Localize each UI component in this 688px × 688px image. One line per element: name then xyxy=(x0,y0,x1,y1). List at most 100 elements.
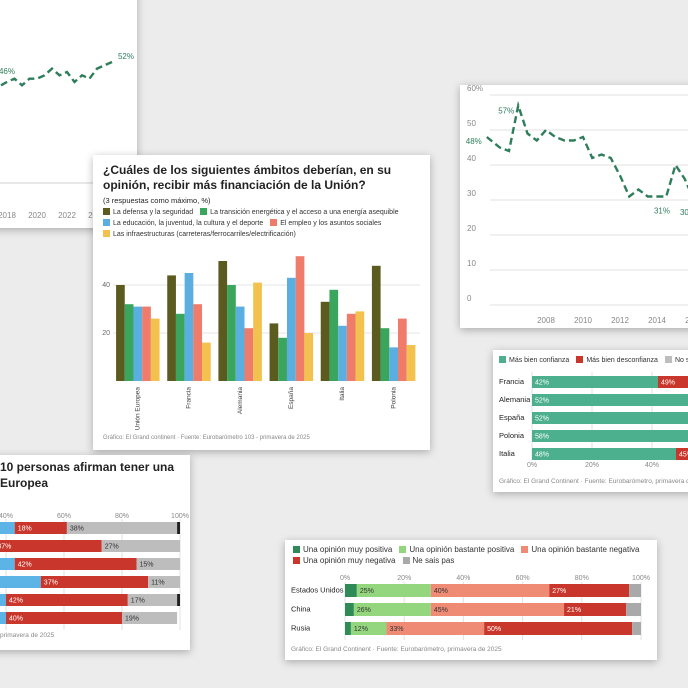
data-label: 12% xyxy=(354,626,368,633)
y-tick-label: 50 xyxy=(467,119,476,128)
chart-card: 0 10 20 30 40 50 60% 2008 2010 2012 2014 2016 48% 57%… xyxy=(460,85,688,328)
bar-segment xyxy=(148,576,180,588)
bar-segment xyxy=(101,540,180,552)
data-label: 58% xyxy=(535,433,549,440)
legend: La defensa y la seguridad La transición e… xyxy=(103,208,421,239)
x-tick-label: Francia xyxy=(186,387,193,409)
chart: 20 40 Unión Europea Francia Alemania España It… xyxy=(102,256,420,430)
bar-segment xyxy=(0,522,15,534)
bar-segment xyxy=(345,584,357,597)
legend-item: Una opinión muy negativa xyxy=(293,556,396,566)
bar-segment xyxy=(66,522,178,534)
data-label: 42% xyxy=(18,561,32,568)
source-note: Gráfico: El Grand Continent · Fuente: Eu… xyxy=(499,478,688,485)
x-tick-label: 20% xyxy=(585,462,599,469)
bar-segment xyxy=(177,522,180,534)
category-label: China xyxy=(291,604,311,613)
chart: 40% 60% 80% 100% 18% 38% 37% 27% 42% 15% 37% 11% 42%… xyxy=(0,513,189,630)
bar xyxy=(175,313,185,381)
bar xyxy=(244,328,254,381)
category-label: España xyxy=(499,413,525,422)
legend-label: Ne sais pas xyxy=(412,556,455,565)
bar xyxy=(116,285,125,381)
bar xyxy=(371,265,381,381)
bar-segment xyxy=(6,594,128,606)
bar xyxy=(235,306,245,381)
bar-segment xyxy=(629,584,641,597)
bar xyxy=(286,277,296,381)
legend: Más bien confianza Más bien desconfianza N… xyxy=(499,356,688,366)
legend-label: Más bien desconfianza xyxy=(586,357,658,364)
bar-segment xyxy=(353,603,431,616)
x-tick-label: 20% xyxy=(397,575,411,582)
data-label: 15% xyxy=(140,561,154,568)
legend-label: Una opinión muy negativa xyxy=(303,556,396,565)
bar-segment xyxy=(430,603,565,616)
bar-segment xyxy=(549,584,630,597)
legend-item: Una opinión muy positiva xyxy=(293,545,392,555)
legend-item: Las infraestructuras (carreteras/ferroca… xyxy=(103,229,296,240)
chart-title: 10 personas afirman tener una Europea xyxy=(0,459,190,491)
bar-segment xyxy=(626,603,641,616)
bar xyxy=(202,342,211,381)
y-tick-label: 10 xyxy=(467,259,476,268)
bar-segment xyxy=(14,522,67,534)
data-label: 27% xyxy=(105,543,119,550)
legend-swatch xyxy=(521,546,529,553)
source-note: Gráfico: El Grand continent · Fuente: Eu… xyxy=(103,435,310,441)
legend-swatch xyxy=(103,229,110,237)
category-label: Estados Unidos xyxy=(291,585,344,594)
y-tick-label: 20 xyxy=(102,330,110,337)
chart-card: 20 40 Unión Europea Francia Alemania España It… xyxy=(93,155,430,450)
data-label: 27% xyxy=(552,588,566,595)
chart-card: 0% 20% 40% Francia 42% 49% Alemania 52% España 52… xyxy=(493,350,688,492)
legend-label: Una opinión muy positiva xyxy=(303,545,393,554)
legend-item: Ne sais pas xyxy=(402,556,455,566)
legend-swatch xyxy=(200,208,208,215)
bar xyxy=(184,273,194,381)
legend-label: No sé xyxy=(674,357,688,364)
legend-label: La defensa y la seguridad xyxy=(113,209,194,216)
legend-item: Una opinión bastante negativa xyxy=(521,545,639,555)
data-label: 38% xyxy=(70,525,84,532)
chart-card: 40% 60% 80% 100% 18% 38% 37% 27% 42% 15% 37% 11% 42%… xyxy=(0,455,190,650)
x-tick-label: 2020 xyxy=(28,211,46,220)
y-tick-label: 20 xyxy=(467,224,476,233)
bar xyxy=(389,347,398,381)
chart: 0 10 20 30 40 50 60% 2008 2010 2012 2014 2016 48% 57%… xyxy=(466,85,688,325)
x-tick-label: 60% xyxy=(57,513,71,520)
data-label: 11% xyxy=(151,579,165,586)
bar-segment xyxy=(532,394,688,406)
category-label: Italia xyxy=(499,449,516,458)
chart-title: ¿Cuáles de los siguientes ámbitos deberí… xyxy=(103,163,392,192)
legend: Una opinión muy positiva Una opinión bast… xyxy=(293,545,643,566)
bar-segment xyxy=(40,576,149,588)
bar-segment xyxy=(564,603,627,616)
title-line: 10 personas afirman tener una xyxy=(0,460,175,474)
x-tick-label: Polonia xyxy=(390,387,397,409)
bar-segment xyxy=(658,376,688,388)
bar xyxy=(380,328,390,381)
source-note: Gráfico: El Grand Continent · Fuente: Eu… xyxy=(291,646,502,653)
legend-item: La transición energética y el acceso a u… xyxy=(200,208,399,218)
data-label: 50% xyxy=(487,626,501,633)
data-label: 52% xyxy=(118,52,134,61)
x-tick-label: 40% xyxy=(0,513,13,520)
legend-item: Más bien confianza xyxy=(499,356,569,366)
bar xyxy=(124,304,134,381)
x-tick-label: 2008 xyxy=(537,316,555,325)
chart-card: 0% 20% 40% 60% 80% 100% Estados Unidos 25% 40% 27… xyxy=(285,540,657,660)
bar-segment xyxy=(0,558,15,570)
legend-label: Más bien confianza xyxy=(509,357,570,364)
legend-swatch xyxy=(270,218,278,226)
bar-segment xyxy=(6,612,122,624)
legend-item: Una opinión bastante positiva xyxy=(399,545,514,555)
legend-swatch xyxy=(103,208,110,215)
x-tick-label: España xyxy=(288,387,295,409)
y-tick-label: 40 xyxy=(102,282,110,289)
bar xyxy=(253,282,262,381)
legend-swatch xyxy=(402,557,410,564)
x-tick-label: Alemania xyxy=(237,387,244,414)
x-tick-label: 2012 xyxy=(611,316,629,325)
